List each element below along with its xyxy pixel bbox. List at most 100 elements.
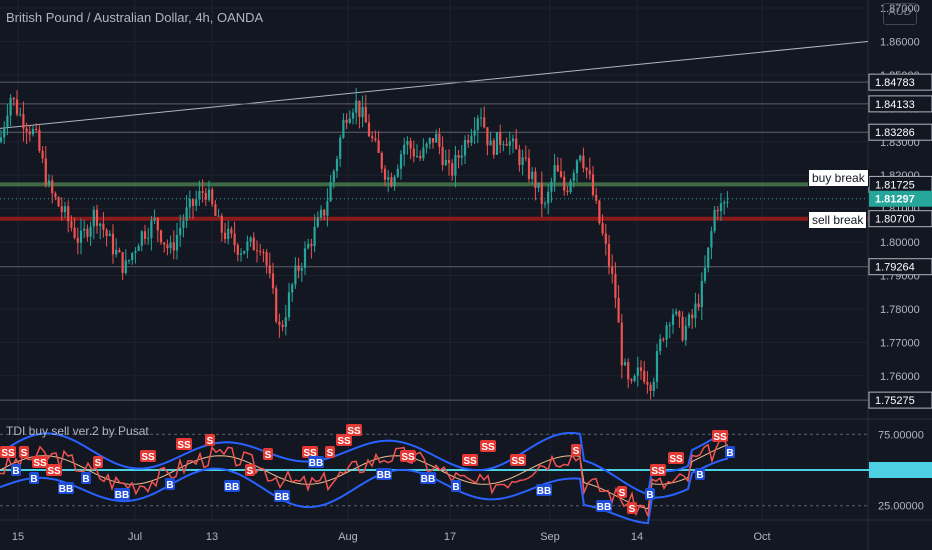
candle-body: [547, 191, 550, 204]
marker-text: SS: [303, 448, 317, 459]
sell-marker: [176, 438, 192, 450]
candle-body: [623, 361, 627, 366]
currency-badge[interactable]: AUD: [883, 3, 917, 25]
candle-body: [255, 250, 259, 252]
candle-body: [89, 226, 92, 237]
candle-body: [150, 220, 153, 238]
price-tick-label: 1.80000: [880, 237, 920, 249]
candle-body: [156, 218, 159, 231]
price-axis[interactable]: 1.870001.860001.850001.840001.830001.820…: [868, 3, 932, 409]
candle-body: [217, 215, 220, 217]
chart-title: British Pound / Australian Dollar, 4h, O…: [6, 10, 264, 25]
price-tick-label: 1.77000: [880, 337, 920, 349]
sell-marker: [19, 446, 29, 458]
buy-marker: [308, 456, 324, 468]
time-axis[interactable]: 15 Jul 13 Aug 17 Sep 14 Oct: [12, 531, 771, 543]
marker-text: B: [166, 480, 173, 491]
candle-body: [563, 176, 566, 191]
price-level-box: [868, 95, 932, 113]
price-level-label: 1.83286: [868, 123, 932, 141]
candle-body: [159, 230, 163, 243]
price-level-box: [868, 123, 932, 141]
buy-marker: [58, 482, 74, 494]
sell-break-label[interactable]: sell break: [808, 211, 868, 229]
marker-text: S: [619, 488, 626, 499]
sell-marker: [400, 450, 416, 462]
candle-body: [723, 202, 726, 204]
marker-text: SS: [401, 452, 415, 463]
candle-body: [19, 114, 22, 116]
candle-body: [694, 303, 697, 319]
price-levels: [0, 81, 868, 401]
current-price-box: [869, 190, 932, 207]
candle-body: [553, 165, 556, 182]
candle-body: [559, 171, 563, 177]
candle-body: [313, 226, 316, 247]
candle-body: [41, 150, 44, 159]
marker-text: BB: [377, 470, 391, 481]
candle-body: [515, 138, 518, 150]
candle-body: [323, 209, 326, 216]
candle-body: [396, 168, 399, 177]
candle-body: [371, 136, 374, 139]
candle-body: [572, 173, 575, 181]
buy-marker: [165, 478, 175, 490]
candle-body: [307, 243, 310, 249]
candle-body: [518, 149, 521, 165]
candle-body: [508, 141, 511, 146]
candle-body: [428, 138, 431, 144]
marker-text: BB: [597, 502, 611, 513]
candle-body: [604, 233, 607, 244]
marker-text: BB: [537, 486, 551, 497]
candle-body: [361, 106, 364, 118]
buy-marker: [645, 488, 655, 500]
candle-body: [483, 117, 486, 128]
candle-body: [326, 201, 329, 216]
candle-body: [291, 284, 294, 293]
sell-marker: [93, 456, 103, 468]
marker-text: SS: [481, 442, 495, 453]
candle-body: [665, 325, 668, 340]
candle-body: [303, 248, 307, 268]
candle-body: [726, 201, 729, 203]
candle-body: [294, 265, 297, 285]
candle-body: [115, 249, 118, 255]
candle-body: [284, 317, 287, 328]
time-tick-label: Jul: [128, 531, 142, 543]
price-tick-label: 1.78000: [880, 304, 920, 316]
price-level-label: 1.79264: [868, 258, 932, 276]
candle-body: [35, 128, 38, 130]
candle-body: [636, 367, 639, 376]
resistance-trendline: [0, 40, 869, 129]
candle-body: [364, 106, 367, 123]
candle-body: [108, 233, 111, 236]
candle-body: [166, 244, 169, 249]
price-level-label: 1.84783: [868, 73, 932, 91]
candle-body: [172, 242, 175, 251]
buy-break-label[interactable]: buy break: [808, 169, 869, 187]
candle-body: [403, 144, 406, 155]
candle-body: [143, 231, 147, 239]
buy-marker: [114, 488, 130, 500]
candle-body: [591, 174, 595, 195]
candle-body: [614, 273, 617, 299]
candle-body: [265, 252, 268, 266]
candle-body: [134, 251, 137, 254]
marker-text: SS: [47, 466, 61, 477]
candle-body: [310, 243, 313, 247]
marker-text: BB: [421, 474, 435, 485]
candle-body: [716, 209, 719, 212]
candle-body: [681, 316, 684, 341]
candle-body: [399, 154, 403, 169]
price-level-label: 1.75275: [868, 391, 932, 409]
candle-body: [662, 338, 665, 340]
candle-body: [127, 260, 131, 262]
marker-text: B: [646, 490, 653, 501]
marker-text: SS: [1, 448, 15, 459]
sell-marker: [336, 434, 352, 446]
candle-body: [447, 159, 451, 164]
candle-body: [233, 233, 236, 246]
